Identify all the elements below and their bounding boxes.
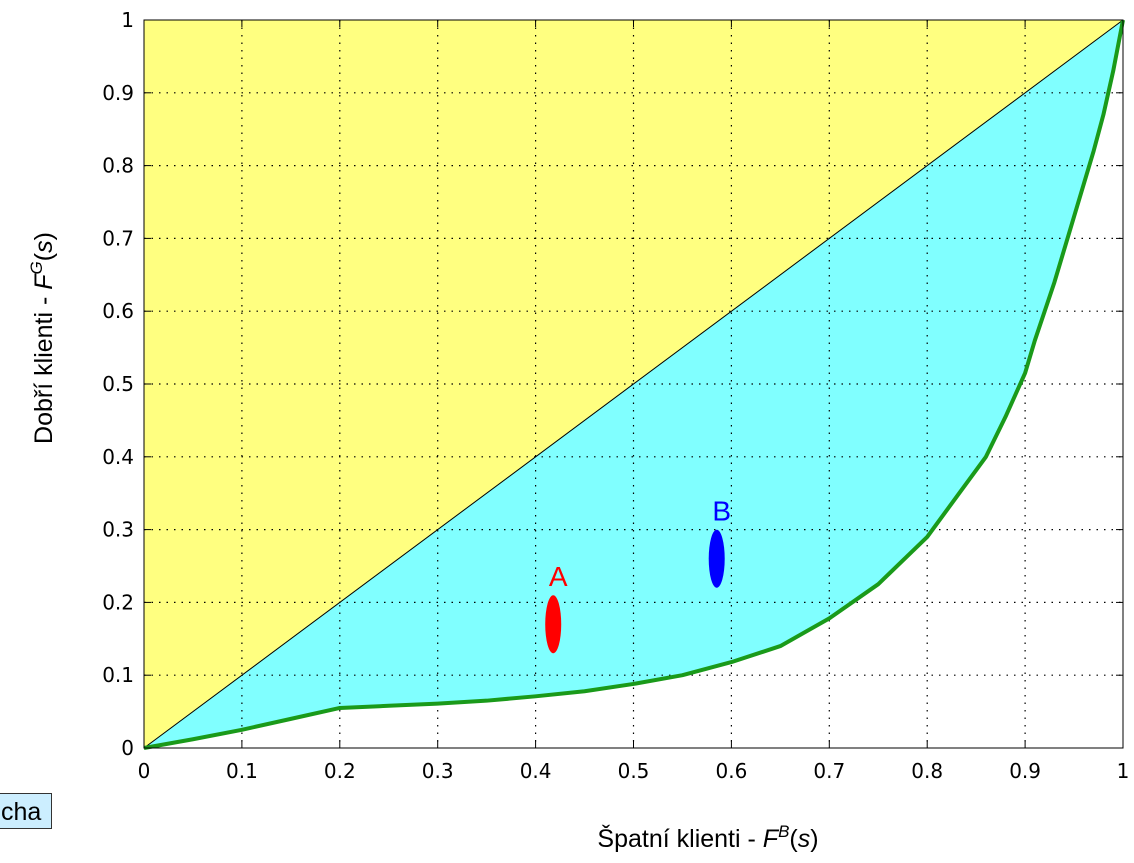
y-tick-label-6: 0.6: [102, 299, 134, 323]
x-tick-label-5: 0.5: [618, 759, 650, 783]
y-tick-label-3: 0.3: [102, 518, 134, 542]
y-tick-label-7: 0.7: [102, 226, 134, 250]
x-tick-label-8: 0.8: [911, 759, 943, 783]
y-tick-label-9: 0.9: [102, 81, 134, 105]
y-axis-label-sup: G: [27, 261, 46, 274]
x-axis-label-sup: B: [778, 822, 789, 841]
marker-label-a: A: [549, 561, 568, 592]
x-axis-label-open: (: [789, 825, 798, 853]
y-tick-label-1: 0.1: [102, 663, 134, 687]
x-axis-label-symbol: F: [763, 825, 780, 853]
axis-ticks: 0 0.1 0.2 0.3 0.4 0.5 0.6 0.7 0.8 0.9 1 0 0.1 0.2 0.3 0…: [102, 8, 1129, 783]
side-label-text: cha: [1, 798, 42, 826]
y-tick-label-8: 0.8: [102, 154, 134, 178]
y-axis-label: Dobří klienti - FG(s): [27, 232, 58, 444]
y-axis-label-symbol: F: [30, 273, 58, 290]
markers: AB: [545, 496, 731, 654]
x-axis-label-var: s: [798, 825, 811, 853]
x-axis-label: Špatní klienti - FB(s): [597, 822, 818, 853]
marker-a: [545, 595, 562, 654]
x-tick-label-10: 1: [1117, 759, 1130, 783]
y-tick-label-2: 0.2: [102, 590, 134, 614]
y-tick-label-4: 0.4: [102, 445, 134, 469]
y-tick-label-10: 1: [121, 8, 134, 32]
x-tick-label-0: 0: [138, 759, 151, 783]
marker-label-b: B: [712, 496, 731, 527]
x-tick-label-3: 0.3: [422, 759, 454, 783]
marker-b: [708, 529, 725, 588]
x-tick-label-1: 0.1: [226, 759, 258, 783]
diagonal-line: [143, 19, 1124, 749]
y-tick-label-0: 0: [121, 736, 134, 760]
y-axis-label-close: ): [30, 232, 58, 240]
y-axis-label-var: s: [30, 240, 58, 253]
x-tick-label-2: 0.2: [324, 759, 356, 783]
x-tick-label-6: 0.6: [715, 759, 747, 783]
x-tick-label-7: 0.7: [813, 759, 845, 783]
x-tick-label-4: 0.4: [520, 759, 552, 783]
curve-line: [143, 19, 1125, 750]
x-tick-label-9: 0.9: [1009, 759, 1041, 783]
x-axis-label-close: ): [810, 825, 818, 853]
y-tick-label-5: 0.5: [102, 372, 134, 396]
x-axis-label-prefix: Špatní klienti -: [597, 824, 762, 853]
y-axis-label-prefix: Dobří klienti -: [30, 290, 58, 444]
y-axis-label-open: (: [30, 252, 58, 261]
side-label-box: cha: [0, 793, 53, 829]
grid-lines: [144, 20, 1123, 748]
